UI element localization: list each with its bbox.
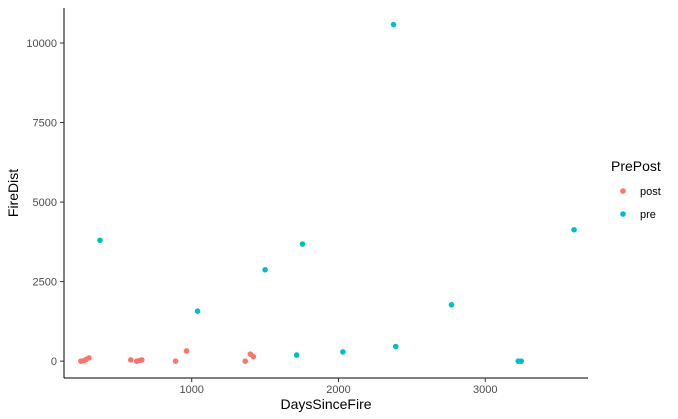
data-point-pre <box>194 308 201 314</box>
data-point-post <box>86 355 92 361</box>
y-tick-label: 5000 <box>33 197 57 209</box>
data-point-post <box>127 357 134 363</box>
data-point-post <box>183 348 190 354</box>
legend: PrePost post pre <box>611 158 661 221</box>
y-axis-title: FireDist <box>5 169 21 217</box>
y-tick-label: 7500 <box>33 118 57 130</box>
data-point-pre <box>448 302 455 308</box>
data-point-pre <box>262 267 268 273</box>
data-point-pre <box>97 237 103 244</box>
y-tick-label: 2500 <box>33 277 57 289</box>
legend-title: PrePost <box>611 158 661 174</box>
data-point-pre <box>518 358 525 364</box>
y-tick-label: 10000 <box>26 38 57 50</box>
data-points <box>78 21 577 364</box>
data-point-post <box>172 358 179 364</box>
data-point-pre <box>571 226 577 233</box>
data-point-pre <box>390 21 397 28</box>
legend-key-post <box>620 188 626 194</box>
x-tick-label: 3000 <box>473 384 497 396</box>
legend-label-pre: pre <box>640 209 656 221</box>
data-point-post <box>242 358 249 364</box>
data-point-pre <box>392 343 399 350</box>
data-point-pre <box>293 352 300 358</box>
x-axis-title: DaysSinceFire <box>280 396 371 412</box>
data-point-post <box>138 357 145 363</box>
legend-label-post: post <box>640 186 661 198</box>
x-tick-label: 2000 <box>326 384 350 396</box>
legend-key-pre <box>620 211 626 217</box>
x-tick-label: 1000 <box>179 384 203 396</box>
data-point-pre <box>299 241 306 247</box>
data-point-pre <box>340 349 346 355</box>
y-tick-label: 0 <box>51 356 57 368</box>
data-point-post <box>250 353 257 360</box>
axes: 1000 2000 3000 0 2500 5000 7500 10000 <box>26 8 588 396</box>
